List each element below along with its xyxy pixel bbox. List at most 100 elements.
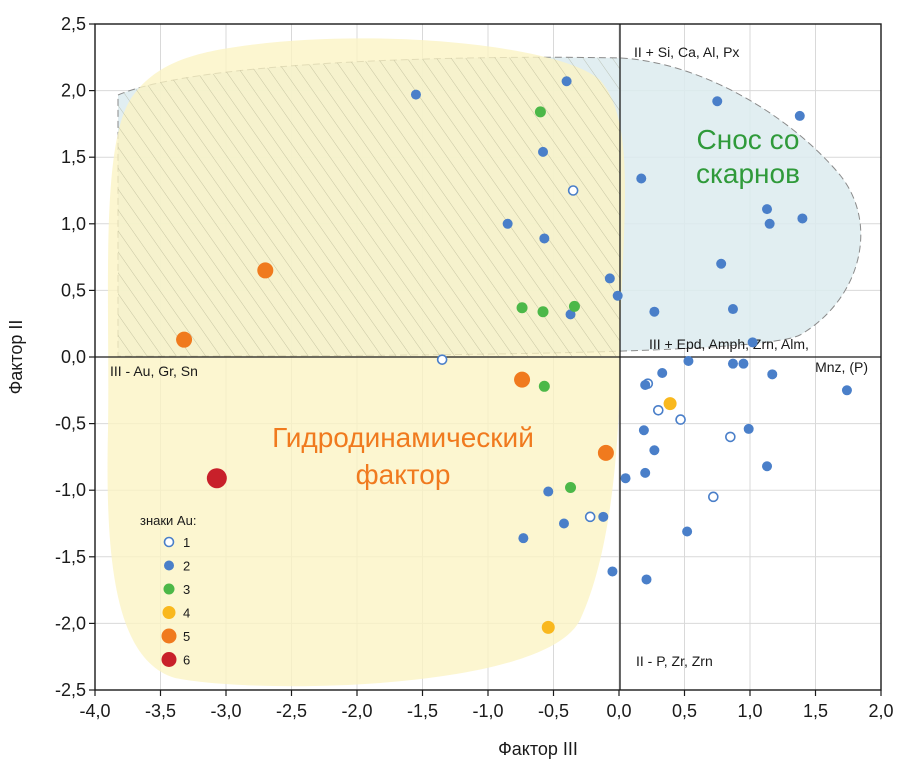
point-series-3 (565, 482, 577, 494)
x-tick-label: 0,5 (672, 701, 697, 721)
x-tick-label: -2,0 (341, 701, 372, 721)
x-tick-label: 1,5 (803, 701, 828, 721)
point-series-2 (762, 204, 773, 215)
y-tick-label: 0,5 (61, 280, 86, 300)
y-tick-label: 0,0 (61, 347, 86, 367)
x-tick-label: -0,5 (538, 701, 569, 721)
point-series-2 (794, 110, 805, 121)
point-series-2 (747, 337, 758, 348)
point-series-2 (738, 358, 749, 369)
legend-marker-5 (161, 628, 177, 644)
y-tick-label: -1,5 (55, 547, 86, 567)
point-series-2 (518, 533, 529, 544)
point-series-2 (767, 369, 778, 380)
y-tick-label: -2,0 (55, 613, 86, 633)
x-tick-label: -1,5 (407, 701, 438, 721)
point-series-2 (743, 423, 754, 434)
legend-marker-4 (162, 606, 176, 619)
point-series-2 (640, 379, 651, 390)
point-series-2 (561, 76, 572, 87)
y-tick-label: 1,5 (61, 147, 86, 167)
point-series-2 (612, 290, 623, 301)
point-series-1 (708, 491, 719, 503)
x-tick-label: -3,0 (210, 701, 241, 721)
x-axis-title: Фактор III (498, 739, 578, 759)
legend-title: знаки Au: (140, 513, 196, 528)
legend-marker-6 (161, 652, 177, 667)
point-series-2 (727, 304, 738, 315)
region-yellow-label-line2: фактор (356, 459, 451, 490)
region-blue-label-line1: Снос со (697, 124, 800, 155)
point-series-2 (797, 213, 808, 224)
point-series-1 (584, 511, 596, 523)
axis-ticks: -4,0 -3,5 -3,0 -2,5 -2,0 -1,5 -1,0 -0,5 0,0 0,5 1,… (55, 14, 894, 721)
y-tick-label: -1,0 (55, 480, 86, 500)
legend-label-6: 6 (183, 653, 190, 668)
region-blue-label-line2: скарнов (696, 158, 800, 189)
point-series-2 (565, 309, 576, 320)
point-series-2 (657, 367, 668, 378)
x-tick-label: 2,0 (868, 701, 893, 721)
point-series-2 (764, 218, 775, 229)
point-series-3 (538, 380, 550, 392)
point-series-3 (516, 302, 528, 314)
point-series-1 (675, 414, 686, 425)
legend-marker-2 (164, 560, 174, 571)
legend-label-2: 2 (183, 559, 190, 574)
x-tick-label: 1,0 (737, 701, 762, 721)
point-series-2 (727, 358, 738, 369)
x-tick-label: -2,5 (276, 701, 307, 721)
data-points (176, 76, 852, 634)
x-tick-label: -3,5 (145, 701, 176, 721)
point-series-4 (663, 397, 677, 411)
point-series-3 (568, 300, 580, 312)
legend-marker-3 (163, 583, 175, 595)
point-series-1 (652, 404, 664, 416)
point-series-5 (176, 331, 193, 348)
point-series-2 (543, 486, 554, 497)
region-overlap-hatch (118, 57, 620, 357)
legend-label-5: 5 (183, 629, 190, 644)
x-tick-label: -4,0 (79, 701, 110, 721)
annotation-top-right: II + Si, Ca, Al, Px (634, 44, 739, 60)
point-series-2 (620, 473, 631, 484)
point-series-2 (649, 445, 660, 456)
point-series-2 (683, 355, 694, 366)
point-series-4 (541, 620, 555, 634)
point-series-2 (712, 96, 723, 107)
point-series-2 (604, 273, 615, 284)
annotation-right-line1: III + Epd, Amph, Zrn, Alm, (649, 336, 809, 352)
annotation-left: III - Au, Gr, Sn (110, 363, 198, 379)
point-series-6 (206, 468, 227, 489)
y-tick-label: -2,5 (55, 680, 86, 700)
point-series-2 (410, 89, 421, 100)
point-series-2 (598, 511, 609, 522)
point-series-2 (558, 518, 569, 529)
legend-label-3: 3 (183, 582, 190, 597)
legend-marker-1 (163, 536, 175, 548)
point-series-2 (640, 467, 651, 478)
legend-label-4: 4 (183, 606, 190, 621)
point-series-2 (502, 218, 513, 229)
point-series-5 (597, 444, 614, 461)
point-series-2 (641, 574, 652, 585)
point-series-1 (567, 185, 579, 196)
point-series-2 (538, 146, 549, 157)
point-series-2 (762, 461, 773, 472)
point-series-2 (716, 258, 727, 269)
point-series-2 (682, 526, 693, 537)
point-series-1 (725, 431, 736, 443)
point-series-2 (649, 306, 660, 317)
legend-label-1: 1 (183, 535, 190, 550)
point-series-2 (638, 425, 649, 436)
y-tick-label: 2,5 (61, 14, 86, 34)
region-yellow-label-line1: Гидродинамический (272, 422, 534, 453)
x-tick-label: -1,0 (472, 701, 503, 721)
point-series-5 (257, 262, 274, 279)
point-series-5 (514, 371, 531, 388)
point-series-2 (636, 173, 647, 184)
point-series-3 (537, 306, 549, 318)
annotation-right-line2: Mnz, (P) (815, 359, 868, 375)
x-tick-label: 0,0 (606, 701, 631, 721)
